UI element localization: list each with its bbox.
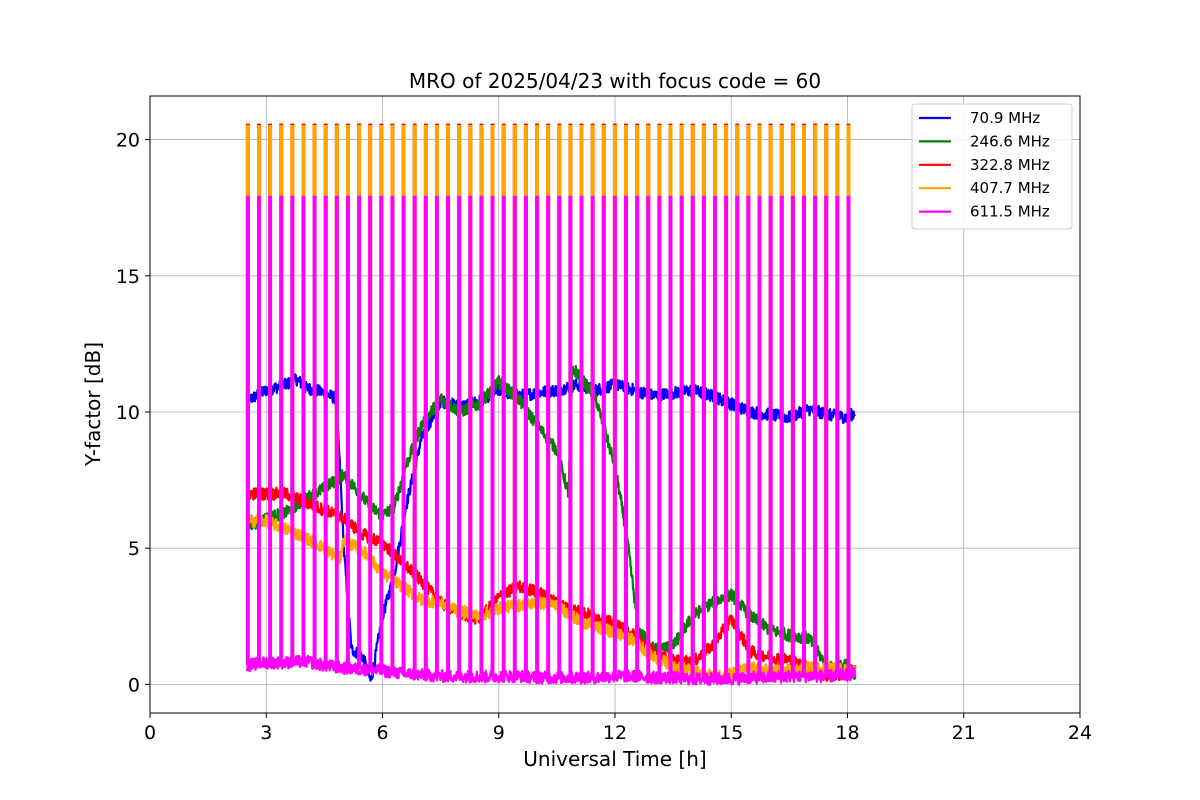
pulse-mark <box>368 195 373 670</box>
pulse-mark <box>446 195 451 677</box>
x-tick-label: 12 <box>603 722 627 744</box>
legend-label: 322.8 MHz <box>970 156 1050 174</box>
pulse-mark <box>612 195 617 677</box>
calibration-pulses <box>245 195 851 679</box>
pulse-mark <box>590 195 595 678</box>
pulse-mark <box>657 195 662 678</box>
pulse-mark <box>256 195 261 664</box>
pulse-mark <box>679 195 684 679</box>
pulse-mark <box>323 195 328 666</box>
x-tick-label: 21 <box>952 722 976 744</box>
pulse-mark <box>813 195 818 677</box>
chart-title: MRO of 2025/04/23 with focus code = 60 <box>409 69 821 93</box>
pulse-mark <box>757 195 762 678</box>
legend-label: 70.9 MHz <box>970 109 1040 127</box>
pulse-mark <box>735 195 740 679</box>
pulse-mark <box>701 195 706 679</box>
legend-item: 70.9 MHz <box>919 109 1040 127</box>
pulse-mark <box>546 195 551 678</box>
legend-label: 611.5 MHz <box>970 203 1050 221</box>
pulse-mark <box>279 195 284 663</box>
pulse-mark <box>668 195 673 678</box>
legend-item: 407.7 MHz <box>919 179 1050 197</box>
series-layer <box>245 123 857 686</box>
pulse-mark <box>423 195 428 676</box>
pulse-mark <box>779 195 784 677</box>
pulse-mark <box>479 195 484 677</box>
pulse-mark <box>579 195 584 678</box>
x-tick-label: 15 <box>719 722 743 744</box>
pulse-mark <box>690 195 695 679</box>
pulse-mark <box>768 195 773 678</box>
pulse-mark <box>802 195 806 677</box>
pulse-mark <box>568 195 573 678</box>
x-tick-label: 0 <box>144 722 156 744</box>
x-tick-label: 3 <box>260 722 272 744</box>
pulse-mark <box>523 195 528 677</box>
series-4 <box>245 195 857 686</box>
pulse-mark <box>646 195 651 678</box>
pulse-mark <box>490 195 495 677</box>
pulse-mark <box>790 195 795 677</box>
pulse-mark <box>245 195 250 666</box>
x-tick-label: 18 <box>835 722 859 744</box>
legend: 70.9 MHz 246.6 MHz 322.8 MHz 407.7 MHz 611.5… <box>911 103 1073 230</box>
x-axis-label: Universal Time [h] <box>523 747 706 771</box>
legend-item: 246.6 MHz <box>919 132 1050 150</box>
legend-label: 407.7 MHz <box>970 179 1050 197</box>
legend-item: 322.8 MHz <box>919 156 1050 174</box>
pulse-mark <box>724 195 729 679</box>
pulse-mark <box>601 195 606 678</box>
y-tick-label: 0 <box>128 674 140 696</box>
y-tick-label: 5 <box>128 538 140 560</box>
x-tick-label: 9 <box>493 722 505 744</box>
pulse-mark <box>624 195 628 677</box>
x-tick-label: 6 <box>376 722 388 744</box>
pulse-mark <box>312 195 317 664</box>
pulse-mark <box>846 195 851 675</box>
pulse-mark <box>379 195 384 671</box>
pulse-mark <box>301 195 306 662</box>
pulse-mark <box>434 195 439 676</box>
y-tick-label: 20 <box>116 130 140 152</box>
legend-box <box>911 103 1073 230</box>
pulse-mark <box>512 195 517 677</box>
pulse-mark <box>824 195 829 677</box>
pulse-mark <box>334 195 339 667</box>
pulse-mark <box>468 195 473 677</box>
ticks: 0 3 6 9 12 15 18 21 24 0 5 10 15 20 <box>116 130 1092 744</box>
y-tick-label: 10 <box>116 402 140 424</box>
pulse-mark <box>401 195 406 674</box>
pulse-mark <box>746 195 751 678</box>
pulse-mark <box>535 195 540 678</box>
pulse-mark <box>457 195 462 677</box>
pulse-mark <box>501 195 506 677</box>
y-axis-label: Y-factor [dB] <box>81 342 105 467</box>
legend-label: 246.6 MHz <box>970 132 1050 150</box>
y-tick-label: 15 <box>116 266 140 288</box>
pulse-mark <box>390 195 395 673</box>
pulse-mark <box>635 195 640 677</box>
pulse-mark <box>268 195 273 663</box>
pulse-mark <box>713 195 717 679</box>
legend-item: 611.5 MHz <box>919 203 1050 221</box>
x-tick-label: 24 <box>1068 722 1092 744</box>
pulse-mark <box>557 195 562 678</box>
pulse-mark <box>357 195 362 670</box>
pulse-mark <box>835 195 840 676</box>
pulse-mark <box>290 195 295 663</box>
pulse-mark <box>412 195 417 675</box>
pulse-mark <box>345 195 350 669</box>
